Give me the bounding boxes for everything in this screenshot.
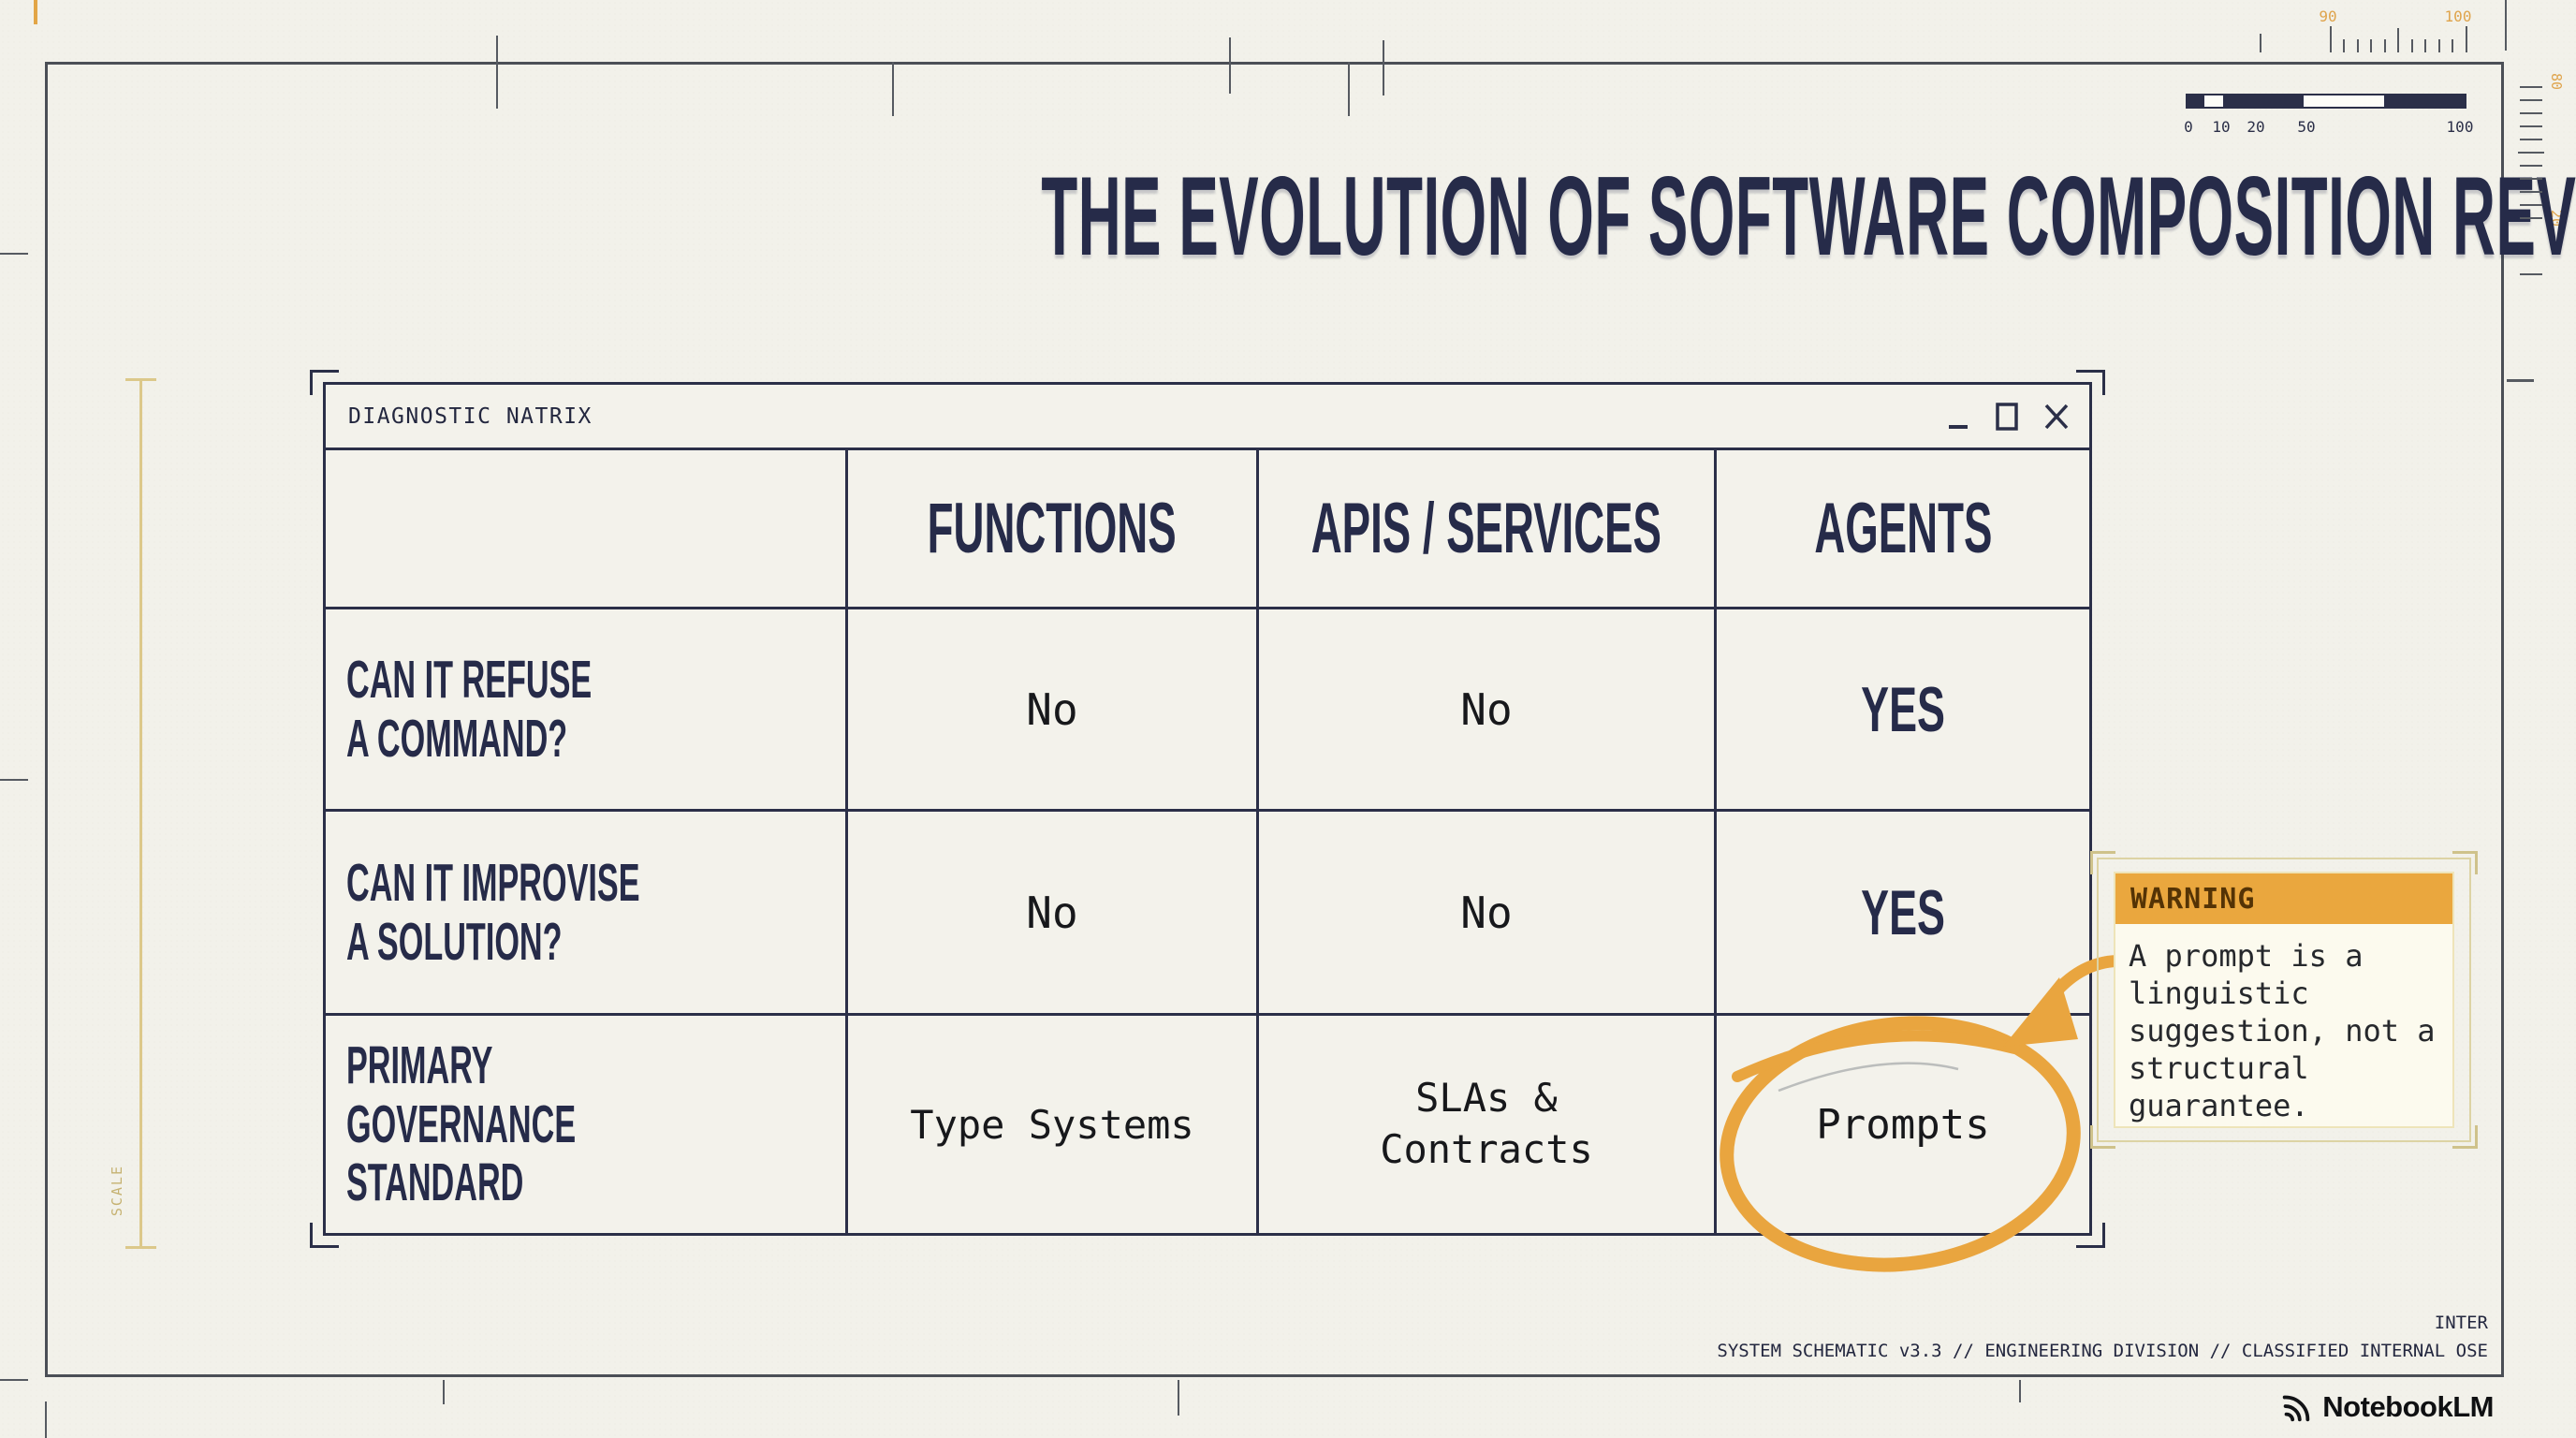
footer-annotation: INTER SYSTEM SCHEMATIC v3.3 // ENGINEERI… bbox=[1717, 1309, 2488, 1366]
warning-body-text: A prompt is a linguistic suggestion, not… bbox=[2129, 938, 2436, 1123]
frame-tick bbox=[45, 1401, 47, 1438]
side-scale-cap bbox=[125, 378, 156, 381]
scale-bar-segment bbox=[2188, 95, 2204, 107]
footer-line2: SYSTEM SCHEMATIC v3.3 // ENGINEERING DIV… bbox=[1717, 1341, 2488, 1362]
note-corner-bracket bbox=[2090, 1125, 2115, 1149]
scale-bar-label: 50 bbox=[2297, 118, 2316, 136]
close-icon[interactable] bbox=[2042, 402, 2071, 432]
table-cell: No bbox=[1259, 609, 1717, 812]
corner-bracket bbox=[310, 370, 339, 395]
matrix-table: FUNCTIONS APIS / SERVICES AGENTS CAN IT … bbox=[326, 450, 2089, 1233]
warning-header: WARNING bbox=[2115, 873, 2452, 924]
note-corner-bracket bbox=[2452, 851, 2478, 874]
scale-bar-segment bbox=[2223, 95, 2305, 107]
table-cell: SLAs & Contracts bbox=[1259, 1016, 1717, 1233]
frame-tick bbox=[496, 36, 498, 109]
scale-bar-label: 10 bbox=[2212, 118, 2231, 136]
window-title: DIAGNOSTIC NATRIX bbox=[348, 404, 593, 429]
note-corner-bracket bbox=[2452, 1125, 2478, 1149]
column-header-agents: AGENTS bbox=[1717, 450, 2089, 609]
diagnostic-matrix-window: DIAGNOSTIC NATRIX FUNCTIONS APIS / SERVI… bbox=[310, 370, 2105, 1248]
frame-tick bbox=[1383, 40, 1384, 95]
table-cell: YES bbox=[1717, 609, 2089, 812]
column-header-functions: FUNCTIONS bbox=[848, 450, 1259, 609]
scale-bar-segment bbox=[2384, 95, 2465, 107]
scale-bar bbox=[2186, 94, 2466, 109]
scale-bar-label: 20 bbox=[2247, 118, 2265, 136]
table-cell: No bbox=[1259, 812, 1717, 1016]
warning-note-card: WARNING A prompt is a linguistic suggest… bbox=[2114, 872, 2454, 1128]
warning-note: WARNING A prompt is a linguistic suggest… bbox=[2090, 851, 2478, 1149]
column-header-apis-services: APIS / SERVICES bbox=[1259, 450, 1717, 609]
brand-lockup: NotebookLM bbox=[2278, 1389, 2494, 1425]
table-cell: YES bbox=[1717, 812, 2089, 1016]
row-header: CAN IT REFUSE A COMMAND? bbox=[326, 609, 848, 812]
frame-tick bbox=[0, 1379, 28, 1381]
frame-tick bbox=[2505, 0, 2507, 51]
frame-tick bbox=[2019, 1380, 2021, 1402]
table-corner-cell bbox=[326, 450, 848, 609]
table-cell: Type Systems bbox=[848, 1016, 1259, 1233]
window-controls bbox=[1947, 402, 2071, 432]
frame-tick bbox=[892, 62, 894, 116]
top-ruler-label: 100 bbox=[2444, 7, 2472, 25]
side-scale-line bbox=[139, 380, 142, 1247]
corner-bracket bbox=[2076, 370, 2105, 395]
frame-tick bbox=[1178, 1380, 1179, 1416]
notebooklm-logo-icon bbox=[2283, 1395, 2310, 1422]
frame-tick bbox=[443, 1380, 445, 1404]
row-header: CAN IT IMPROVISE A SOLUTION? bbox=[326, 812, 848, 1016]
scale-bar-segment bbox=[2203, 95, 2224, 107]
side-scale-cap bbox=[125, 1246, 156, 1249]
row-header: PRIMARY GOVERNANCE STANDARD bbox=[326, 1016, 848, 1233]
corner-orange-tick bbox=[34, 0, 37, 24]
frame-tick bbox=[2507, 379, 2534, 382]
page-title: THE EVOLUTION OF SOFTWARE COMPOSITION RE… bbox=[1041, 154, 2576, 279]
table-cell: No bbox=[848, 609, 1259, 812]
footer-line1: INTER bbox=[2434, 1313, 2488, 1333]
scale-bar-label: 0 bbox=[2184, 118, 2193, 136]
corner-bracket bbox=[310, 1223, 339, 1248]
scale-bar-segment bbox=[2304, 95, 2385, 107]
window-titlebar: DIAGNOSTIC NATRIX bbox=[326, 385, 2089, 450]
minimize-icon[interactable] bbox=[1947, 403, 1971, 431]
table-cell: No bbox=[848, 812, 1259, 1016]
right-ruler-label: 20 bbox=[2548, 210, 2565, 227]
brand-name: NotebookLM bbox=[2322, 1390, 2494, 1423]
maximize-icon[interactable] bbox=[1994, 402, 2020, 432]
frame-tick bbox=[0, 253, 28, 255]
right-ruler-label: 80 bbox=[2548, 73, 2565, 91]
note-corner-bracket bbox=[2090, 851, 2115, 874]
frame-tick bbox=[1229, 37, 1231, 94]
corner-bracket bbox=[2076, 1223, 2105, 1248]
scale-bar-label: 100 bbox=[2446, 118, 2474, 136]
frame-tick bbox=[0, 779, 28, 781]
side-scale-label: SCALE bbox=[109, 1165, 125, 1217]
top-ruler-label: 90 bbox=[2319, 7, 2337, 25]
table-cell-prompts: Prompts bbox=[1816, 1100, 1990, 1149]
frame-tick bbox=[1348, 62, 1350, 116]
